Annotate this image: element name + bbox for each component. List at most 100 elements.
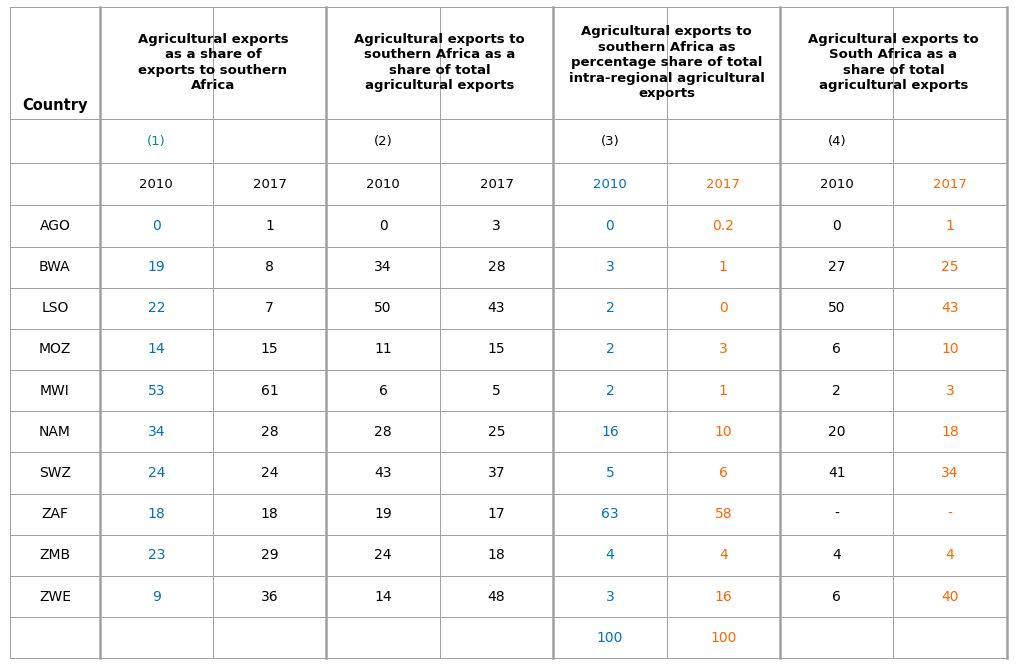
Text: -: -: [948, 507, 953, 521]
Text: AGO: AGO: [40, 219, 70, 233]
Text: 17: 17: [488, 507, 505, 521]
Text: 15: 15: [261, 342, 279, 356]
Text: 7: 7: [265, 301, 274, 315]
Text: 28: 28: [374, 425, 392, 439]
Text: Country: Country: [22, 98, 87, 114]
Text: 3: 3: [719, 342, 728, 356]
Text: 43: 43: [488, 301, 505, 315]
Text: 22: 22: [147, 301, 165, 315]
Text: 29: 29: [261, 549, 279, 563]
Text: 3: 3: [605, 260, 614, 274]
Text: 27: 27: [828, 260, 845, 274]
Text: ZMB: ZMB: [40, 549, 70, 563]
Text: 20: 20: [828, 425, 845, 439]
Text: 18: 18: [942, 425, 959, 439]
Text: 4: 4: [832, 549, 841, 563]
Text: 2017: 2017: [480, 178, 514, 191]
Text: 100: 100: [710, 631, 736, 645]
Text: 50: 50: [374, 301, 392, 315]
Text: 50: 50: [828, 301, 845, 315]
Text: 14: 14: [374, 590, 392, 604]
Text: 0: 0: [832, 219, 841, 233]
Text: ZWE: ZWE: [39, 590, 71, 604]
Text: 24: 24: [147, 466, 165, 480]
Text: 6: 6: [719, 466, 728, 480]
Text: 28: 28: [488, 260, 505, 274]
Text: 5: 5: [605, 466, 614, 480]
Text: 34: 34: [147, 425, 165, 439]
Text: 2: 2: [832, 384, 841, 398]
Text: 3: 3: [946, 384, 955, 398]
Text: 23: 23: [147, 549, 165, 563]
Text: 1: 1: [946, 219, 955, 233]
Text: Agricultural exports
as a share of
exports to southern
Africa: Agricultural exports as a share of expor…: [137, 33, 288, 92]
Text: NAM: NAM: [39, 425, 71, 439]
Text: 6: 6: [832, 590, 841, 604]
Text: 0.2: 0.2: [712, 219, 734, 233]
Text: 43: 43: [374, 466, 392, 480]
Text: 6: 6: [832, 342, 841, 356]
Text: 6: 6: [378, 384, 387, 398]
Text: 61: 61: [260, 384, 279, 398]
Text: (1): (1): [146, 134, 166, 148]
Text: 18: 18: [487, 549, 505, 563]
Text: 15: 15: [488, 342, 505, 356]
Text: 2010: 2010: [139, 178, 173, 191]
Text: Agricultural exports to
southern Africa as a
share of total
agricultural exports: Agricultural exports to southern Africa …: [355, 33, 525, 92]
Text: Agricultural exports to
South Africa as a
share of total
agricultural exports: Agricultural exports to South Africa as …: [809, 33, 978, 92]
Text: 0: 0: [152, 219, 161, 233]
Text: 4: 4: [605, 549, 614, 563]
Text: 0: 0: [605, 219, 614, 233]
Text: 0: 0: [378, 219, 387, 233]
Text: 1: 1: [265, 219, 275, 233]
Text: 3: 3: [492, 219, 501, 233]
Text: 2017: 2017: [934, 178, 967, 191]
Text: 2: 2: [605, 342, 614, 356]
Text: (4): (4): [828, 134, 846, 148]
Text: 48: 48: [488, 590, 505, 604]
Text: LSO: LSO: [42, 301, 68, 315]
Text: 16: 16: [601, 425, 618, 439]
Text: 58: 58: [715, 507, 732, 521]
Text: (3): (3): [600, 134, 619, 148]
Text: 24: 24: [261, 466, 279, 480]
Text: 2010: 2010: [366, 178, 400, 191]
Text: 24: 24: [374, 549, 392, 563]
Text: Agricultural exports to
southern Africa as
percentage share of total
intra-regio: Agricultural exports to southern Africa …: [569, 25, 765, 100]
Text: 37: 37: [488, 466, 505, 480]
Text: ZAF: ZAF: [42, 507, 68, 521]
Text: BWA: BWA: [39, 260, 71, 274]
Text: 16: 16: [714, 590, 732, 604]
Text: 19: 19: [374, 507, 392, 521]
Text: 4: 4: [946, 549, 955, 563]
Text: 25: 25: [942, 260, 959, 274]
Text: 3: 3: [605, 590, 614, 604]
Text: 63: 63: [601, 507, 618, 521]
Text: 18: 18: [260, 507, 279, 521]
Text: 2010: 2010: [820, 178, 853, 191]
Text: 100: 100: [597, 631, 623, 645]
Text: 14: 14: [147, 342, 165, 356]
Text: 2: 2: [605, 384, 614, 398]
Text: 34: 34: [374, 260, 392, 274]
Text: 1: 1: [719, 384, 728, 398]
Text: SWZ: SWZ: [39, 466, 71, 480]
Text: 9: 9: [152, 590, 161, 604]
Text: 19: 19: [147, 260, 165, 274]
Text: 5: 5: [492, 384, 501, 398]
Text: 28: 28: [261, 425, 279, 439]
Text: 0: 0: [719, 301, 728, 315]
Text: 41: 41: [828, 466, 845, 480]
Text: 2017: 2017: [253, 178, 287, 191]
Text: 4: 4: [719, 549, 728, 563]
Text: 2: 2: [605, 301, 614, 315]
Text: 53: 53: [147, 384, 165, 398]
Text: MWI: MWI: [40, 384, 70, 398]
Text: 8: 8: [265, 260, 275, 274]
Text: 10: 10: [715, 425, 732, 439]
Text: 40: 40: [942, 590, 959, 604]
Text: MOZ: MOZ: [39, 342, 71, 356]
Text: 43: 43: [942, 301, 959, 315]
Text: 1: 1: [719, 260, 728, 274]
Text: 34: 34: [942, 466, 959, 480]
